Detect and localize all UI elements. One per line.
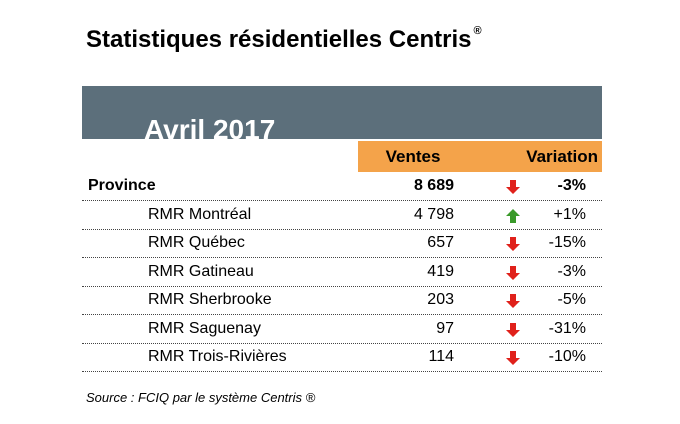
sales-value: 97 bbox=[436, 319, 454, 337]
region-name: RMR Trois-Rivières bbox=[148, 348, 287, 365]
table-row: RMR Saguenay 97 -31% bbox=[82, 316, 602, 344]
region-name: RMR Sherbrooke bbox=[148, 291, 272, 308]
registered-mark: ® bbox=[473, 25, 482, 37]
sales-value: 8 689 bbox=[413, 177, 454, 194]
region-name: RMR Québec bbox=[148, 234, 245, 251]
down-arrow-icon bbox=[506, 294, 520, 308]
table-row-province: Province 8 689 -3% bbox=[82, 173, 602, 201]
table-row: RMR Trois-Rivières 114 -10% bbox=[82, 344, 602, 372]
period-label: Avril 2017 bbox=[144, 114, 276, 145]
down-arrow-icon bbox=[506, 180, 520, 194]
table-row: RMR Sherbrooke 203 -5% bbox=[82, 287, 602, 315]
sales-value: 203 bbox=[427, 291, 454, 308]
variation-value: -31% bbox=[548, 319, 586, 337]
down-arrow-icon bbox=[506, 322, 520, 337]
variation-value: -10% bbox=[548, 348, 586, 365]
column-header-sales: Ventes bbox=[358, 141, 468, 172]
region-name: RMR Saguenay bbox=[148, 319, 261, 337]
page-title: Statistiques résidentielles Centris ® bbox=[86, 25, 482, 54]
table-row: RMR Montréal 4 798 +1% bbox=[82, 202, 602, 230]
sales-value: 657 bbox=[427, 234, 454, 251]
table-row: RMR Québec 657 -15% bbox=[82, 230, 602, 258]
region-name: Province bbox=[88, 177, 156, 194]
up-arrow-icon bbox=[506, 208, 520, 223]
sales-value: 114 bbox=[428, 348, 454, 365]
table-row: RMR Gatineau 419 -3% bbox=[82, 259, 602, 287]
sales-value: 4 798 bbox=[413, 205, 454, 223]
down-arrow-icon bbox=[506, 351, 520, 365]
down-arrow-icon bbox=[506, 265, 520, 280]
down-arrow-icon bbox=[506, 237, 520, 251]
column-header-variation: Variation bbox=[468, 141, 602, 172]
variation-value: +1% bbox=[553, 205, 586, 223]
sales-value: 419 bbox=[427, 262, 454, 280]
variation-value: -5% bbox=[557, 291, 586, 308]
region-name: RMR Montréal bbox=[148, 205, 252, 223]
table-header-band bbox=[82, 86, 602, 139]
variation-value: -3% bbox=[557, 262, 586, 280]
title-text: Statistiques résidentielles Centris bbox=[86, 26, 472, 53]
region-name: RMR Gatineau bbox=[148, 262, 254, 280]
source-note: Source : FCIQ par le système Centris ® bbox=[86, 390, 316, 405]
variation-value: -3% bbox=[557, 177, 586, 194]
variation-value: -15% bbox=[548, 234, 586, 251]
